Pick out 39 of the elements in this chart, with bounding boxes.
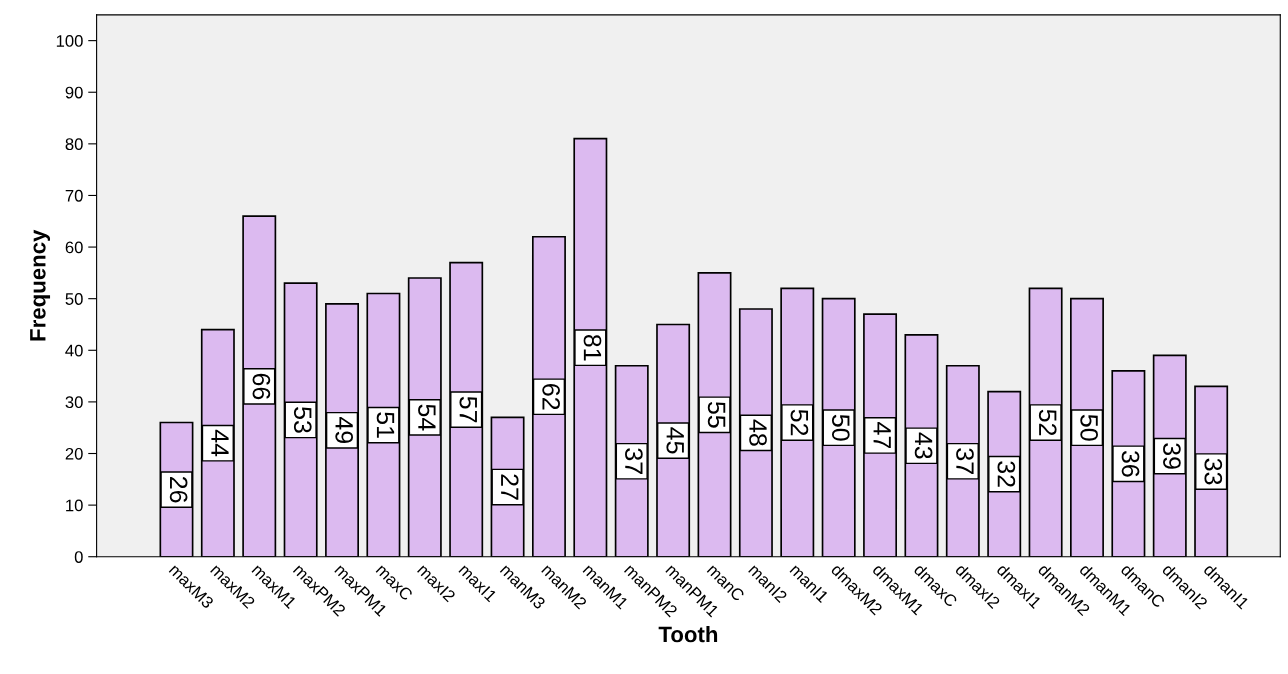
data-label: 48 xyxy=(749,419,767,446)
data-label: 37 xyxy=(625,448,643,474)
x-axis-title: Tooth xyxy=(658,625,718,643)
y-tick-label: 40 xyxy=(65,344,83,357)
data-label: 51 xyxy=(376,412,395,438)
data-label: 50 xyxy=(1080,414,1098,441)
y-tick-label: 20 xyxy=(65,447,83,460)
data-label: 49 xyxy=(335,416,354,443)
data-label: 33 xyxy=(1204,458,1223,485)
data-label: 53 xyxy=(293,407,312,433)
data-label: 47 xyxy=(873,422,891,449)
y-tick-label: 90 xyxy=(65,86,83,99)
data-label: 27 xyxy=(501,474,519,500)
data-label: 52 xyxy=(1038,409,1057,436)
data-label: 26 xyxy=(169,476,188,503)
data-label: 57 xyxy=(459,396,477,423)
data-label: 66 xyxy=(252,373,271,400)
data-label: 37 xyxy=(956,448,974,474)
y-tick-label: 100 xyxy=(56,35,83,47)
data-label: 32 xyxy=(997,461,1016,487)
data-label: 44 xyxy=(211,429,229,457)
data-label: 50 xyxy=(831,414,850,441)
y-tick-label: 80 xyxy=(65,138,83,151)
data-label: 39 xyxy=(1163,443,1181,469)
y-tick-label: 10 xyxy=(66,499,83,512)
data-label: 43 xyxy=(914,432,933,459)
y-tick-label: 60 xyxy=(65,241,83,254)
y-axis-title: Frequency xyxy=(30,229,51,341)
y-tick-label: 50 xyxy=(65,293,83,305)
y-tick-label: 70 xyxy=(65,189,83,202)
data-label: 54 xyxy=(418,404,436,431)
data-label: 52 xyxy=(790,409,809,436)
data-label: 36 xyxy=(1121,450,1140,477)
y-tick-label: 0 xyxy=(74,551,83,563)
y-tick-label: 30 xyxy=(65,396,83,409)
data-label: 55 xyxy=(707,401,726,428)
data-label: 45 xyxy=(666,427,684,454)
data-label: 81 xyxy=(583,334,602,361)
data-label: 62 xyxy=(542,384,560,410)
